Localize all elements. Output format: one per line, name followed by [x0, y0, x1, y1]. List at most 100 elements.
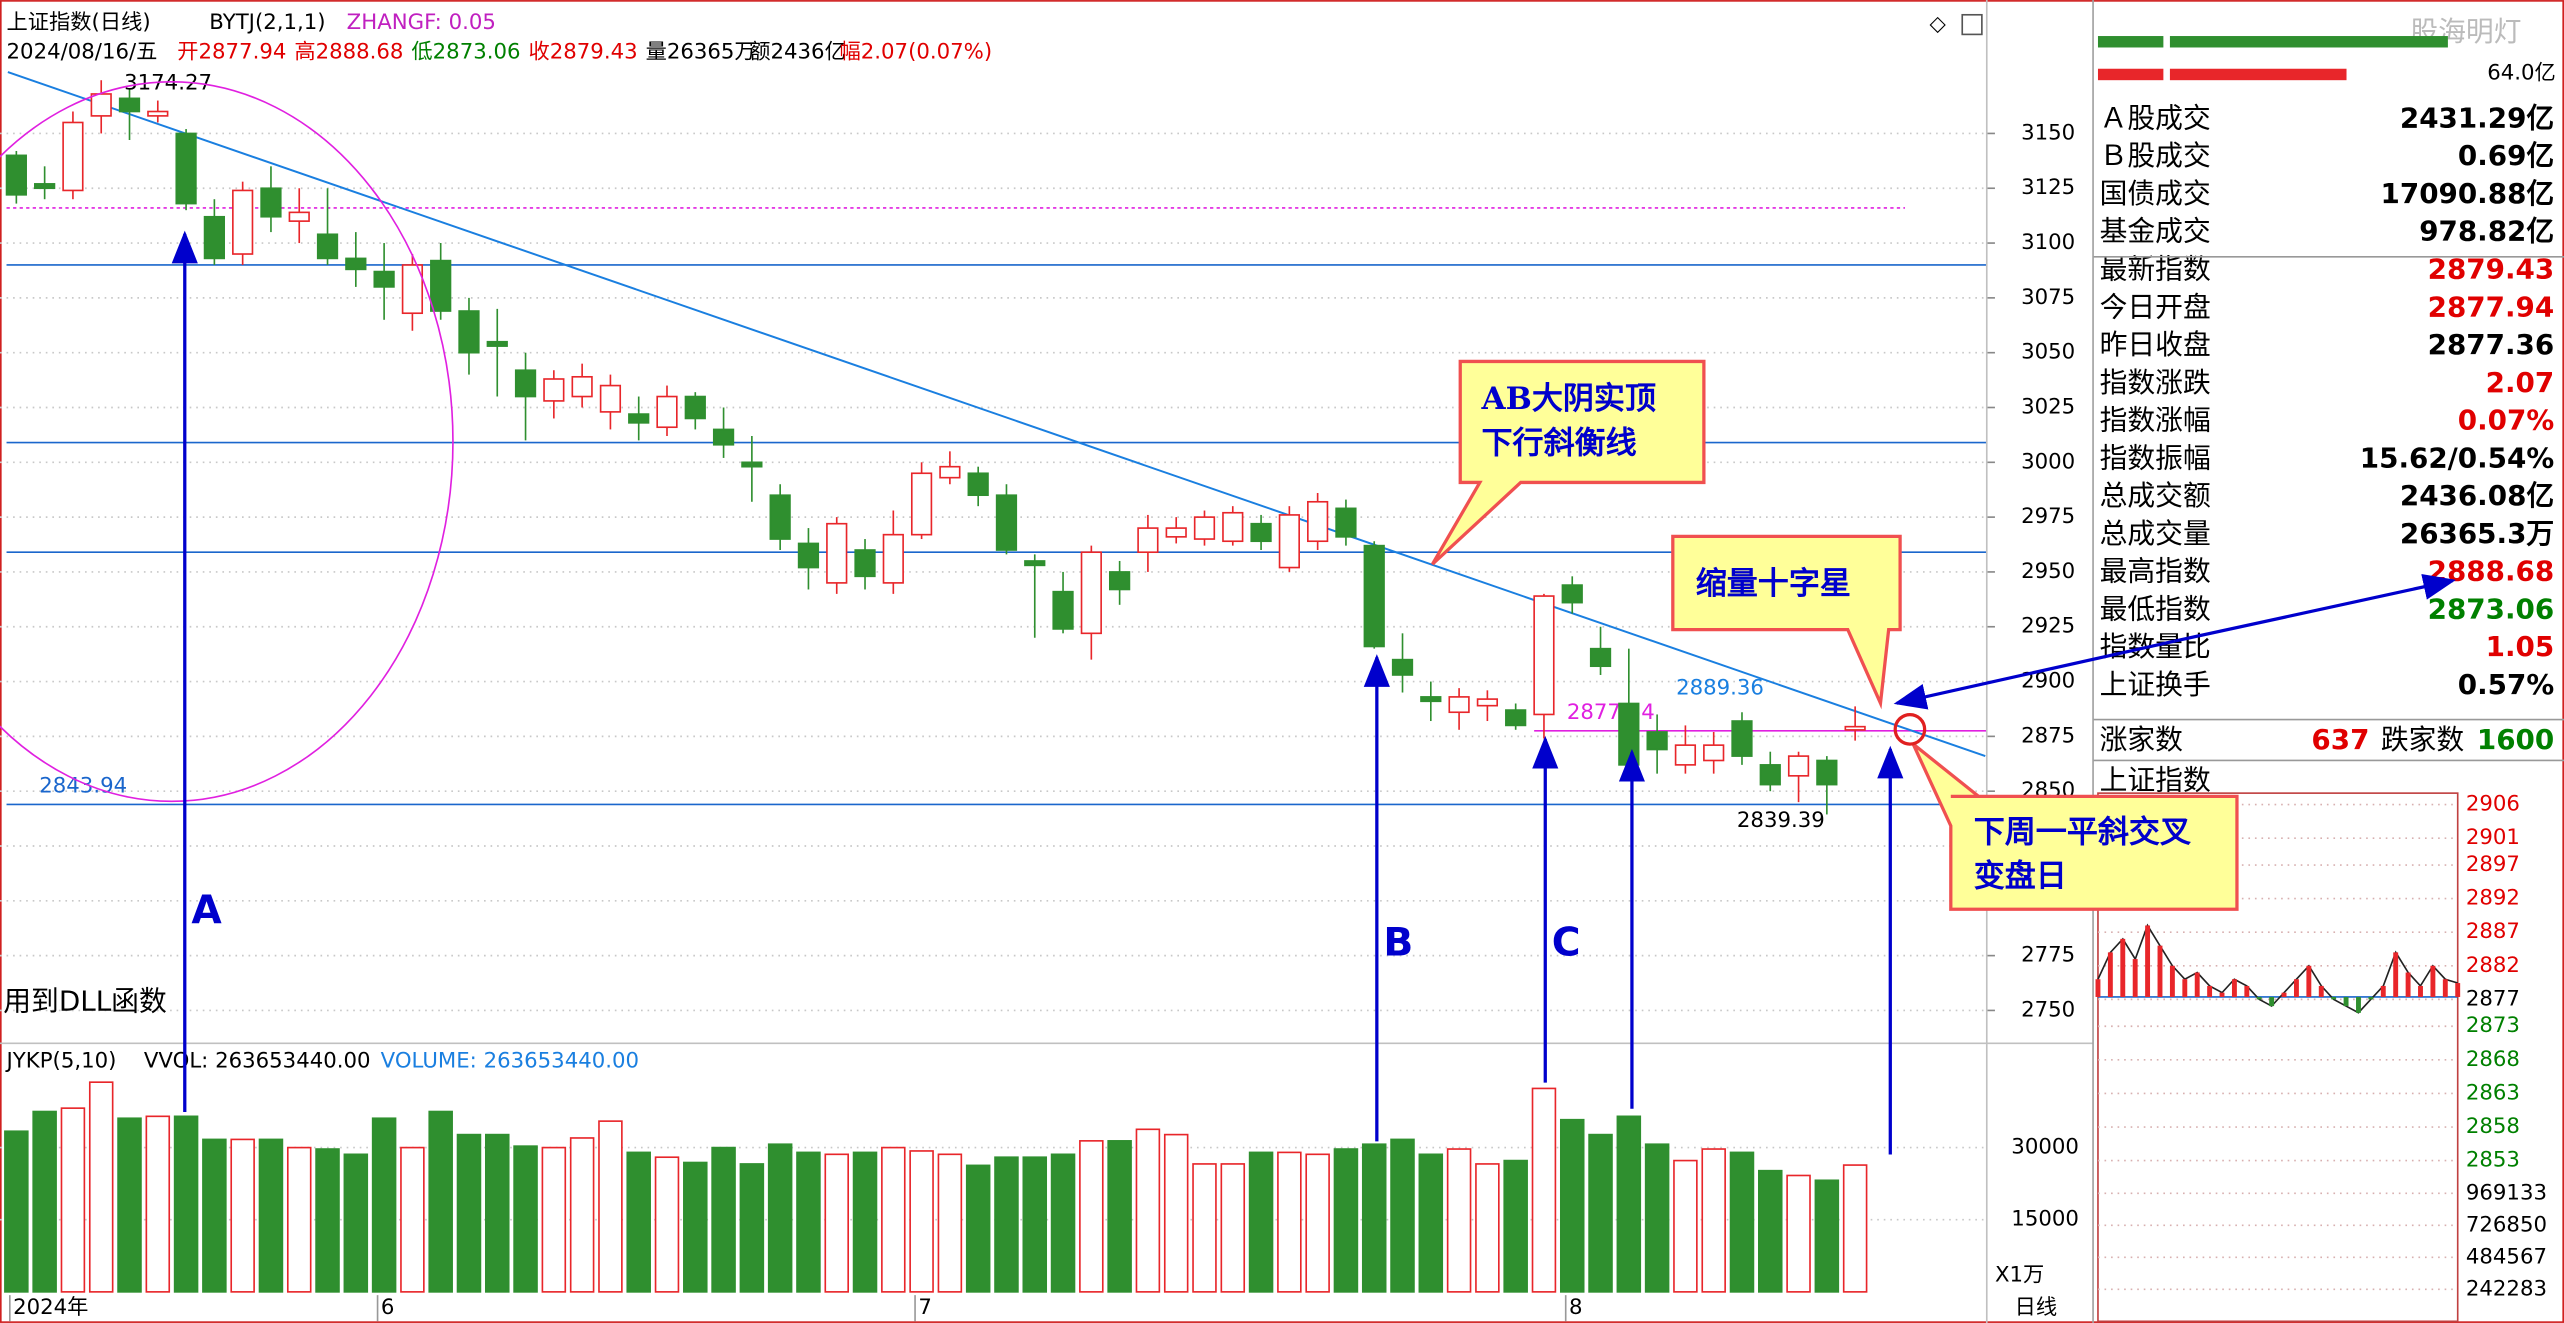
icon[interactable]	[1961, 13, 1983, 36]
y-tick-label: 3050	[2021, 340, 2075, 365]
candle-body	[1448, 696, 1470, 714]
candle-body	[401, 264, 424, 315]
candle-body	[1589, 647, 1612, 668]
indicator: BYTJ(2,1,1)	[209, 10, 325, 35]
indicator-value: ZHANGF: 0.05	[347, 10, 496, 35]
candle-body	[1618, 702, 1640, 766]
callout-text: 下周一平斜交叉	[1974, 815, 2191, 851]
candle-body	[1759, 764, 1781, 786]
volume-bar	[1814, 1179, 1840, 1293]
candle-body	[514, 369, 537, 398]
stat-label: 最低指数	[2100, 592, 2211, 625]
candle-body	[769, 494, 791, 540]
callout-text: 变盘日	[1974, 859, 2067, 895]
chart-layer: 2024/08/16/五 开2877.94 高2888.68 低2873.06 收287…	[0, 39, 2564, 1323]
stat-label: 今日开盘	[2100, 290, 2211, 323]
volume-bar	[258, 1138, 284, 1293]
candle-body	[1787, 755, 1810, 777]
volume-unit: X1万	[1995, 1263, 2044, 1288]
info-item: 高2888.68	[294, 39, 403, 64]
stat-value: 2877.94	[2428, 290, 2555, 323]
candle-body	[203, 215, 226, 260]
volume-bar	[428, 1110, 453, 1293]
level-label: 2843.94	[39, 773, 127, 798]
y-tick-label: 3025	[2021, 394, 2075, 419]
breadth-label: 涨家数	[2100, 723, 2183, 756]
mini-v-label: 969133	[2466, 1180, 2547, 1205]
volume-bar	[1758, 1169, 1783, 1293]
volume-bar	[145, 1115, 171, 1293]
y-tick-label: 3150	[2021, 120, 2075, 145]
volume-bar	[824, 1153, 849, 1293]
stat-value: 0.07%	[2458, 404, 2554, 437]
stat-value: 2.07	[2486, 366, 2555, 399]
candle-body	[797, 542, 820, 569]
callout-text: 缩量十字星	[1696, 566, 1851, 602]
volume-bar	[513, 1145, 538, 1293]
volume-bar	[1701, 1148, 1726, 1293]
arrow	[2174, 574, 2457, 643]
buy-bar	[2097, 36, 2164, 48]
candle-body	[684, 395, 706, 420]
volume-bar	[1475, 1163, 1500, 1293]
volume-bar	[1390, 1138, 1415, 1293]
candle-body	[288, 211, 310, 222]
arrow-label: A	[191, 888, 222, 933]
icon[interactable]: ◇	[1930, 12, 1947, 37]
candle-body	[1278, 514, 1300, 569]
stat-value: 26365.3万	[2400, 517, 2554, 550]
stat-value: 2436.08亿	[2400, 479, 2554, 512]
candle-body	[260, 187, 282, 218]
candle-body	[1505, 709, 1527, 727]
volume-bar	[1305, 1153, 1330, 1293]
callout	[1431, 359, 1706, 566]
volume-bar	[1248, 1151, 1274, 1293]
mini-y-label: 2863	[2466, 1080, 2520, 1105]
y-tick-label: 2950	[2021, 559, 2075, 584]
volume-bar	[88, 1081, 114, 1293]
stat-value: 15.62/0.54%	[2360, 441, 2554, 474]
mini-y-label: 2901	[2466, 825, 2520, 850]
stat-label: 最新指数	[2100, 253, 2211, 286]
y-tick-label: 2975	[2021, 504, 2075, 529]
mini-y-label: 2897	[2466, 852, 2520, 877]
candle-body	[882, 533, 904, 584]
volume-bar	[202, 1138, 227, 1293]
volume-bar	[1644, 1143, 1670, 1293]
volume-bar	[965, 1164, 991, 1293]
volume-bar	[456, 1133, 482, 1293]
volume-bar	[117, 1117, 142, 1293]
candle-body	[90, 93, 112, 117]
volume-bar	[1616, 1115, 1642, 1293]
volume-bar	[1361, 1143, 1387, 1293]
info-item: 量26365万	[646, 39, 756, 64]
mini-frame	[2097, 792, 2459, 1323]
stat-value: 17090.88亿	[2381, 177, 2555, 210]
volume-bar	[286, 1146, 312, 1293]
candle-body	[1335, 507, 1357, 538]
volume-bar	[569, 1137, 595, 1293]
stat-value: 0.57%	[2458, 668, 2554, 701]
stat-label: 总成交量	[2100, 517, 2211, 550]
candle-body	[910, 472, 933, 536]
candle-body	[854, 549, 876, 578]
candle-body	[1703, 744, 1725, 762]
candle-body	[1844, 725, 1866, 731]
candle-body	[458, 310, 480, 354]
y-tick-label: 3125	[2021, 175, 2075, 200]
stat-value: 2879.43	[2428, 253, 2555, 286]
x-tick-label: 7	[918, 1295, 932, 1320]
volume-bar	[400, 1146, 425, 1293]
trendline	[7, 71, 1986, 758]
v-tick-label: 30000	[2011, 1135, 2079, 1160]
volume-bar	[1277, 1151, 1302, 1293]
volume-bar	[60, 1107, 86, 1293]
volume-bar	[598, 1120, 623, 1293]
candle-body	[1307, 500, 1329, 543]
volume-bar	[1559, 1118, 1585, 1293]
candle-body	[1731, 720, 1753, 757]
volume-bar	[881, 1146, 906, 1293]
